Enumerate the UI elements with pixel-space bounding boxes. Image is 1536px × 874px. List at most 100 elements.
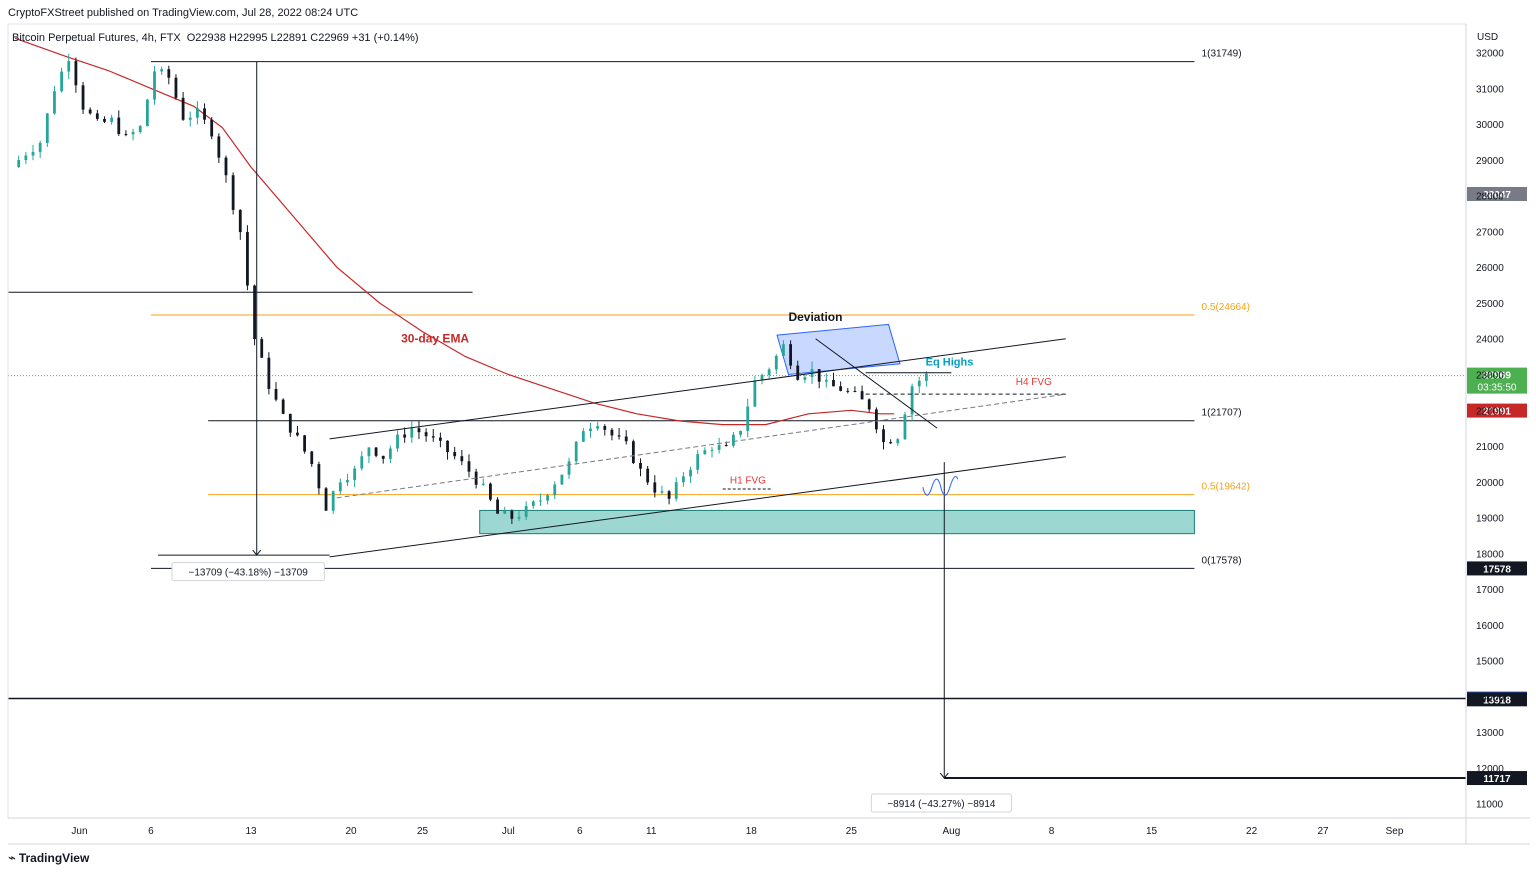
candle-body [910, 386, 914, 415]
candle-body [81, 85, 85, 110]
candle-body [138, 126, 142, 132]
candle-body [496, 499, 499, 514]
candle-body [296, 432, 299, 436]
candle-body [703, 450, 707, 455]
candle-body [246, 232, 249, 286]
fib-level-label: 0.5(19642) [1202, 482, 1250, 493]
y-tick-label: 27000 [1476, 227, 1504, 238]
h1-fvg-label: H1 FVG [730, 476, 766, 487]
candle-body [560, 474, 564, 485]
candle-body [631, 441, 635, 463]
measure-1-label: −13709 (−43.18%) −13709 [189, 568, 309, 579]
fib-level-label: 1(31749) [1202, 49, 1242, 60]
candle-body [367, 447, 371, 457]
candle-body [117, 117, 121, 135]
candle-body [417, 428, 421, 433]
candle-body [324, 488, 328, 511]
price-label-countdown: 03:35:50 [1478, 383, 1517, 394]
levels: 1(31749) 0.5(24664) 1(21707) 0.5(19642) 0(17… [8, 49, 1466, 780]
candle-body [639, 462, 642, 469]
candle-body [88, 109, 92, 114]
y-tick-label: 31000 [1476, 84, 1504, 95]
candle-body [660, 491, 664, 493]
candle-body [882, 429, 885, 443]
candle-body [67, 61, 71, 72]
candle-body [824, 379, 828, 382]
candle-body [524, 506, 528, 517]
price-label-bg [1467, 561, 1527, 576]
y-tick-label: 32000 [1476, 49, 1504, 60]
price-label-value: 11717 [1483, 774, 1511, 785]
candle-body [467, 461, 471, 472]
candle-body [481, 483, 485, 485]
candle-body [317, 464, 321, 489]
candle-body [110, 117, 114, 122]
x-tick-label: 6 [577, 826, 583, 837]
candle-body [424, 432, 428, 437]
y-tick-label: 24000 [1476, 335, 1504, 346]
y-tick-label: 12000 [1476, 764, 1504, 775]
price-label-bg [1467, 403, 1527, 418]
trendline-down [815, 338, 938, 429]
y-tick-label: 29000 [1476, 156, 1504, 167]
candle-body [717, 445, 721, 450]
candle-body [410, 428, 414, 438]
candle-body [832, 379, 835, 387]
price-label-bg [1467, 186, 1527, 201]
candle-body [924, 373, 928, 381]
candle-body [388, 448, 392, 459]
y-tick-label: 18000 [1476, 549, 1504, 560]
candle-body [732, 434, 735, 446]
price-label-value: 21991 [1483, 407, 1511, 418]
candle-body [260, 339, 264, 358]
candle-body [874, 409, 878, 430]
x-tick-label: Sep [1386, 826, 1404, 837]
price-label-value: 17578 [1483, 564, 1511, 575]
channel-lower-line [329, 456, 1066, 558]
candle-body [689, 469, 692, 477]
candle-body [231, 175, 235, 210]
zones [479, 323, 1195, 535]
x-tick-label: Aug [943, 826, 961, 837]
x-tick-label: Jun [71, 826, 87, 837]
candle-body [224, 157, 228, 176]
candle-body [238, 209, 242, 233]
candle-body [167, 69, 171, 78]
candle-body [603, 426, 607, 430]
x-tick-label: 11 [646, 826, 657, 837]
candle-body [153, 71, 156, 100]
y-tick-label: 30000 [1476, 120, 1504, 131]
candle-body [60, 71, 64, 92]
candle-body [403, 434, 407, 438]
y-tick-label: 26000 [1476, 263, 1504, 274]
footer-logo[interactable]: ⌁ TradingView [8, 850, 89, 866]
candle-body [381, 455, 385, 459]
deviation-box [776, 323, 901, 376]
candle-body [724, 445, 728, 447]
labels: Deviation Eq Highs H4 FVG H1 FVG −13709 (−43… [171, 186, 1527, 813]
x-tick-label: 8 [1049, 826, 1055, 837]
candle-body [145, 99, 149, 127]
ohlc-readout: O22938 H22995 L22891 C22969 +31 (+0.14%) [187, 32, 419, 44]
candle-body [181, 97, 185, 120]
candle-body [760, 374, 764, 381]
candle-body [567, 461, 571, 475]
candle-body [17, 160, 21, 168]
candle-body [74, 61, 78, 86]
candle-body [696, 454, 700, 470]
candle-body [396, 434, 399, 449]
publisher-line: CryptoFXStreet published on TradingView.… [8, 7, 359, 19]
price-label-value: 22969 [1483, 371, 1511, 382]
candle-body [596, 426, 600, 429]
candle-body [188, 117, 192, 120]
projection-wave [922, 476, 959, 496]
candle-body [431, 436, 435, 438]
candle-body [574, 441, 578, 462]
candle-body [131, 131, 135, 135]
candle-body [288, 413, 292, 433]
candle-body [867, 399, 871, 410]
y-tick-label: 21000 [1476, 442, 1504, 453]
candle-body [160, 69, 164, 72]
candle-body [346, 479, 349, 483]
